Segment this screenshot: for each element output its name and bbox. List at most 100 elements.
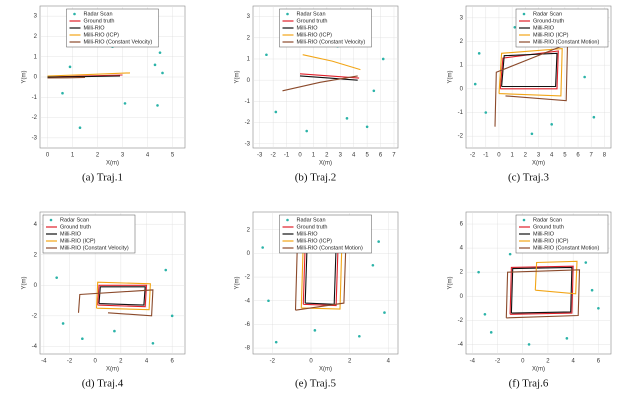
y-tick-label: 2 <box>460 270 464 276</box>
legend-label: Milli-RIO (ICP) <box>533 238 569 244</box>
x-tick-label: 6 <box>597 359 601 365</box>
caption: (a) Traj.1 <box>82 172 123 184</box>
y-tick-label: -2 <box>32 313 38 319</box>
x-axis-label: X(m) <box>319 367 332 373</box>
radar-point <box>377 240 380 243</box>
radar-point <box>61 91 64 95</box>
legend-label: Ground truth <box>297 18 328 24</box>
legend-label: Milli-RIO (ICP) <box>533 32 569 38</box>
caption: (d) Traj.4 <box>82 378 124 390</box>
radar-point <box>158 51 162 54</box>
radar-point <box>81 337 84 341</box>
trajectory <box>98 286 146 306</box>
x-tick-label: 6 <box>170 359 174 365</box>
x-tick-label: -1 <box>483 153 489 159</box>
radar-point <box>583 75 586 79</box>
x-tick-label: 4 <box>550 153 554 159</box>
trajectory <box>302 54 361 71</box>
x-tick-label: -2 <box>270 359 276 365</box>
y-tick-label: 3 <box>460 15 464 21</box>
y-tick-label: 0 <box>247 251 251 257</box>
legend-marker <box>73 12 76 16</box>
x-tick-label: -2 <box>470 153 476 159</box>
x-tick-label: 3 <box>121 153 125 159</box>
caption: (c) Traj.3 <box>508 172 549 184</box>
legend-label: Milli-RIO <box>533 25 555 31</box>
y-tick-label: -4 <box>458 342 464 348</box>
radar-point <box>261 246 264 249</box>
y-axis-label: Y(m) <box>235 71 241 84</box>
x-tick-label: 7 <box>590 153 594 159</box>
x-tick-label: 4 <box>387 359 391 365</box>
y-tick-label: 2 <box>247 227 251 233</box>
trajectory <box>505 269 581 319</box>
radar-point <box>584 261 588 264</box>
legend-marker <box>522 218 526 222</box>
legend-label: Radar Scan <box>533 217 562 223</box>
x-tick-label: 6 <box>379 153 383 159</box>
y-tick-label: -4 <box>245 298 251 304</box>
radar-point <box>477 270 480 274</box>
legend-label: Radar Scan <box>84 11 113 17</box>
radar-point <box>123 102 127 105</box>
legend-label: Ground truth <box>84 18 115 24</box>
y-tick-label: 0 <box>247 78 251 84</box>
x-tick-label: 2 <box>119 359 123 365</box>
x-tick-label: 2 <box>325 153 329 159</box>
radar-point <box>61 322 65 325</box>
y-tick-label: -1 <box>458 110 464 116</box>
legend-box <box>515 214 609 254</box>
y-tick-label: 1 <box>247 57 251 63</box>
x-tick-label: 4 <box>352 153 356 159</box>
y-axis-label: Y(m) <box>235 277 241 290</box>
legend-label: Milli-RIO (ICP) <box>297 238 333 244</box>
trajectory <box>501 52 558 88</box>
x-tick-label: -2 <box>270 153 276 159</box>
caption: (b) Traj.2 <box>295 172 337 184</box>
y-tick-label: -3 <box>245 141 251 147</box>
radar-point <box>477 52 481 55</box>
radar-point <box>267 299 270 303</box>
x-tick-label: 2 <box>546 359 550 365</box>
legend-label: Milli-RIO <box>533 231 555 237</box>
x-tick-label: -1 <box>284 153 290 159</box>
radar-point <box>170 314 174 318</box>
radar-point <box>365 125 369 129</box>
legend-label: Milli-RIO (Constant Motion) <box>533 245 599 251</box>
radar-point <box>358 334 361 338</box>
trajectory <box>299 75 358 81</box>
legend-label: Milli-RIO (Constant Motion) <box>533 39 599 45</box>
x-tick-label: 2 <box>524 153 528 159</box>
legend-marker <box>286 12 289 16</box>
legend-label: Milli-RIO <box>84 25 106 31</box>
x-tick-label: 0 <box>298 153 302 159</box>
legend-label: Ground-truth <box>533 18 564 24</box>
radar-point <box>78 126 82 130</box>
y-tick-label: 0 <box>460 86 464 92</box>
legend-box <box>515 8 609 48</box>
legend-box <box>42 214 136 254</box>
y-axis-label: Y(m) <box>448 71 454 84</box>
radar-point <box>597 306 600 310</box>
x-tick-label: 0 <box>46 153 50 159</box>
legend-label: Radar Scan <box>297 217 326 223</box>
legend-label: Radar Scan <box>297 11 326 17</box>
y-tick-label: -8 <box>245 346 251 352</box>
y-tick-label: 6 <box>460 222 464 228</box>
radar-point <box>156 104 159 107</box>
legend-label: Milli-RIO (Constant Velocity) <box>84 39 153 45</box>
y-tick-label: -2 <box>245 275 251 281</box>
y-tick-label: -2 <box>245 120 251 126</box>
radar-point <box>513 26 517 29</box>
x-tick-label: 0 <box>309 359 313 365</box>
radar-point <box>489 331 493 334</box>
y-tick-label: 2 <box>247 35 251 41</box>
trajectory <box>499 50 559 90</box>
trajectory <box>77 289 154 317</box>
x-tick-label: 2 <box>348 359 352 365</box>
x-tick-label: 6 <box>576 153 580 159</box>
x-axis-label: X(m) <box>532 367 545 373</box>
x-tick-label: 1 <box>510 153 514 159</box>
y-tick-label: 4 <box>460 246 464 252</box>
